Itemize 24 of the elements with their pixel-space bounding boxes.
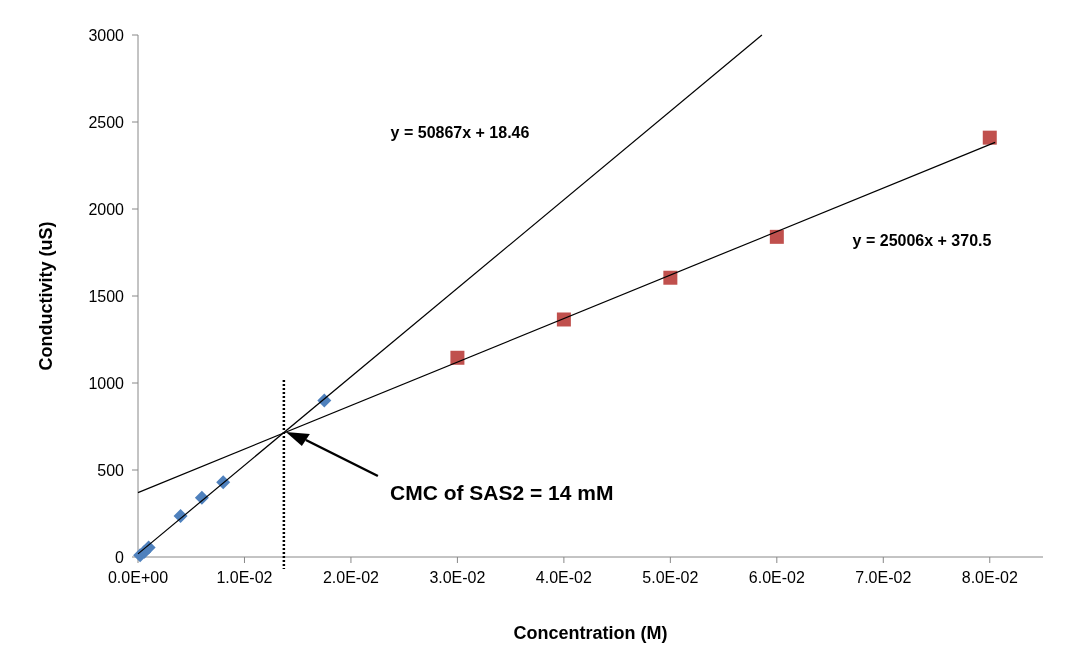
annotation: CMC of SAS2 = 14 mM (390, 481, 614, 504)
y-tick-label: 3000 (88, 26, 125, 44)
x-tick-label: 6.0E-02 (748, 569, 805, 586)
x-tick-label: 2.0E-02 (322, 569, 380, 586)
annotation: y = 50867x + 18.46 (390, 124, 530, 141)
y-tick-label: 500 (97, 461, 125, 479)
y-tick-label: 2500 (88, 113, 125, 131)
x-tick-label: 1.0E-02 (216, 569, 273, 586)
y-tick-label: 2000 (88, 200, 125, 218)
x-tick-label: 7.0E-02 (855, 569, 912, 586)
x-tick-label: 3.0E-02 (429, 569, 486, 586)
point (982, 130, 997, 145)
y-axis-title: Conductivity (uS) (36, 221, 56, 371)
point (450, 350, 465, 365)
y-tick-label: 1000 (88, 374, 125, 392)
x-tick-label: 4.0E-02 (535, 569, 592, 586)
y-tick-label: 0 (115, 548, 125, 566)
x-tick-label: 0.0E+00 (107, 569, 169, 586)
y-tick-label: 1500 (88, 287, 125, 305)
x-axis-title: Concentration (M) (513, 623, 668, 643)
annotation: y = 25006x + 370.5 (852, 232, 992, 249)
x-tick-label: 5.0E-02 (642, 569, 699, 586)
point (769, 229, 784, 244)
x-tick-label: 8.0E-02 (961, 569, 1018, 586)
